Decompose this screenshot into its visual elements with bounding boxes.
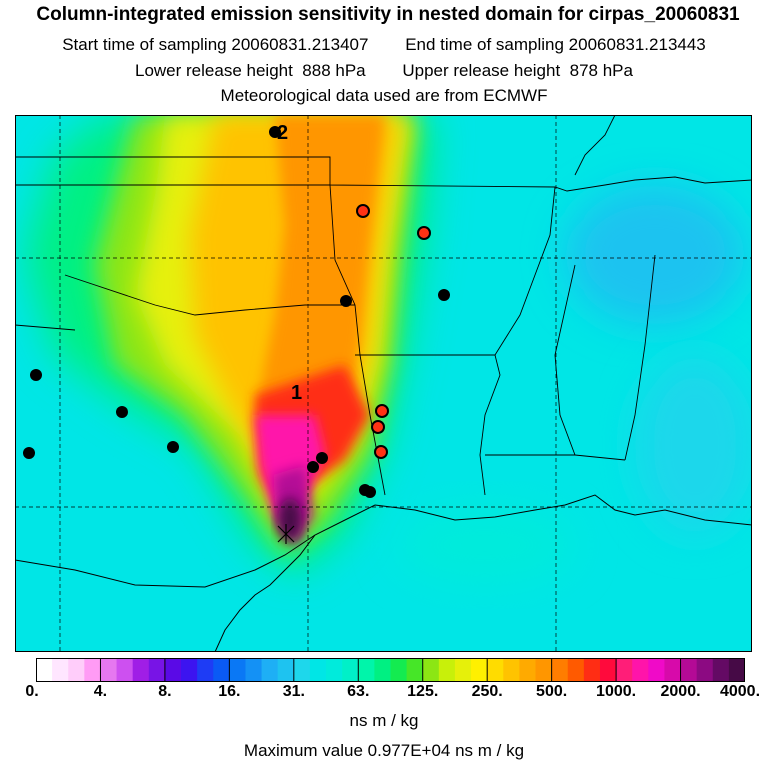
release-heights: Lower release height 888 hPa Upper relea…: [0, 61, 768, 81]
colorbar-cell: [454, 658, 472, 682]
red-station-dot: [375, 404, 389, 418]
start-time-value: 20060831.213407: [231, 35, 369, 54]
station-dot: [167, 441, 179, 453]
colorbar-cell: [438, 658, 456, 682]
colorbar-cell: [52, 658, 69, 682]
colorbar-cell: [422, 658, 440, 682]
end-time-value: 20060831.213443: [568, 35, 706, 54]
colorbar-cell: [406, 658, 424, 682]
colorbar-cell: [680, 658, 698, 682]
upper-height-label: Upper release height: [402, 61, 561, 80]
station-dot: [23, 447, 35, 459]
station-dot: [438, 289, 450, 301]
colorbar-tick-label: 0.: [25, 683, 39, 700]
station-dot: [364, 486, 376, 498]
colorbar-tick-label: 63.: [347, 683, 370, 700]
colorbar-cell: [503, 658, 521, 682]
colorbar-cell: [358, 658, 375, 682]
met-data-note: Meteorological data used are from ECMWF: [220, 86, 548, 105]
colorbar-tick-label: 4.: [93, 683, 108, 700]
colorbar-cell: [164, 658, 182, 682]
lower-height-label: Lower release height: [135, 61, 293, 80]
colorbar-cell: [342, 658, 359, 682]
colorbar-units: ns m / kg: [349, 711, 419, 730]
lat-lon-grid: [15, 115, 752, 652]
colorbar-tick-label: 4000.: [719, 683, 761, 700]
colorbar-cell: [148, 658, 166, 682]
station-dot: [116, 406, 128, 418]
colorbar-cell: [261, 658, 279, 682]
colorbar-tick-label: 500.: [536, 683, 568, 700]
colorbar-cell: [487, 658, 504, 682]
colorbar-cell: [100, 658, 118, 682]
sensitivity-field: [25, 115, 752, 585]
colorbar-cell: [583, 658, 601, 682]
sensitivity-map: 1 2: [15, 115, 752, 652]
colorbar-tick-label: 250.: [471, 683, 503, 700]
colorbar-cell: [535, 658, 553, 682]
colorbar-tick-label: 125.: [407, 683, 439, 700]
end-time-label: End time of sampling: [405, 35, 564, 54]
colorbar-cell: [245, 658, 263, 682]
colorbar-cell: [229, 658, 247, 682]
state-borders: [15, 115, 752, 496]
red-station-dot: [417, 226, 431, 240]
colorbar-cell: [68, 658, 85, 682]
colorbar-cell: [599, 658, 617, 682]
station-dot: [30, 369, 42, 381]
colorbar-cell: [181, 658, 198, 682]
station-dot: [269, 126, 281, 138]
map-label-2: 2: [277, 122, 288, 144]
colorbar-cell: [390, 658, 408, 682]
red-station-dot: [356, 204, 370, 218]
red-station-dot: [374, 445, 388, 459]
colorbar-cell: [551, 658, 569, 682]
red-station-markers: [356, 204, 431, 459]
colorbar-cell: [132, 658, 150, 682]
colorbar-cell: [116, 658, 134, 682]
colorbar-cell: [728, 658, 745, 682]
colorbar-tick-label: 2000.: [660, 683, 701, 700]
map-frame: [15, 115, 752, 652]
colorbar-cell: [309, 658, 327, 682]
colorbar-cell: [664, 658, 682, 682]
colorbar-cell: [277, 658, 295, 682]
colorbar-cell: [696, 658, 714, 682]
upper-height-value: 878 hPa: [569, 61, 633, 80]
start-time-label: Start time of sampling: [62, 35, 227, 54]
red-station-dot: [371, 420, 385, 434]
colorbar-cell: [632, 658, 649, 682]
colorbar-cell: [36, 658, 53, 682]
colorbar-tick-label: 16.: [218, 683, 241, 700]
gulf-coastline: [15, 494, 752, 588]
black-station-markers: [23, 126, 450, 498]
station-dot: [307, 461, 319, 473]
colorbar-cell: [197, 658, 214, 682]
colorbar-tick-label: 1000.: [596, 683, 637, 700]
map-label-1: 1: [291, 382, 302, 404]
lower-height-value: 888 hPa: [302, 61, 366, 80]
maximum-value: Maximum value 0.977E+04 ns m / kg: [243, 741, 525, 760]
colorbar-cell: [326, 658, 343, 682]
colorbar-cell: [712, 658, 730, 682]
colorbar-tick-label: 8.: [158, 683, 172, 700]
texas-coast: [214, 534, 316, 652]
station-dot: [316, 452, 328, 464]
colorbar-cell: [519, 658, 537, 682]
colorbar-cell: [293, 658, 311, 682]
station-dot: [340, 295, 352, 307]
colorbar-cell: [648, 658, 666, 682]
x-icon: [277, 524, 295, 544]
colorbar-cell: [567, 658, 585, 682]
colorbar-cell: [213, 658, 230, 682]
colorbar-tick-label: 31.: [282, 683, 305, 700]
sampling-times: Start time of sampling 20060831.213407 E…: [0, 35, 768, 55]
colorbar-cell: [84, 658, 102, 682]
colorbar-cell: [471, 658, 488, 682]
colorbar-cell: [616, 658, 633, 682]
colorbar: [36, 658, 745, 682]
figure-title: Column-integrated emission sensitivity i…: [36, 4, 740, 25]
colorbar-cell: [374, 658, 392, 682]
